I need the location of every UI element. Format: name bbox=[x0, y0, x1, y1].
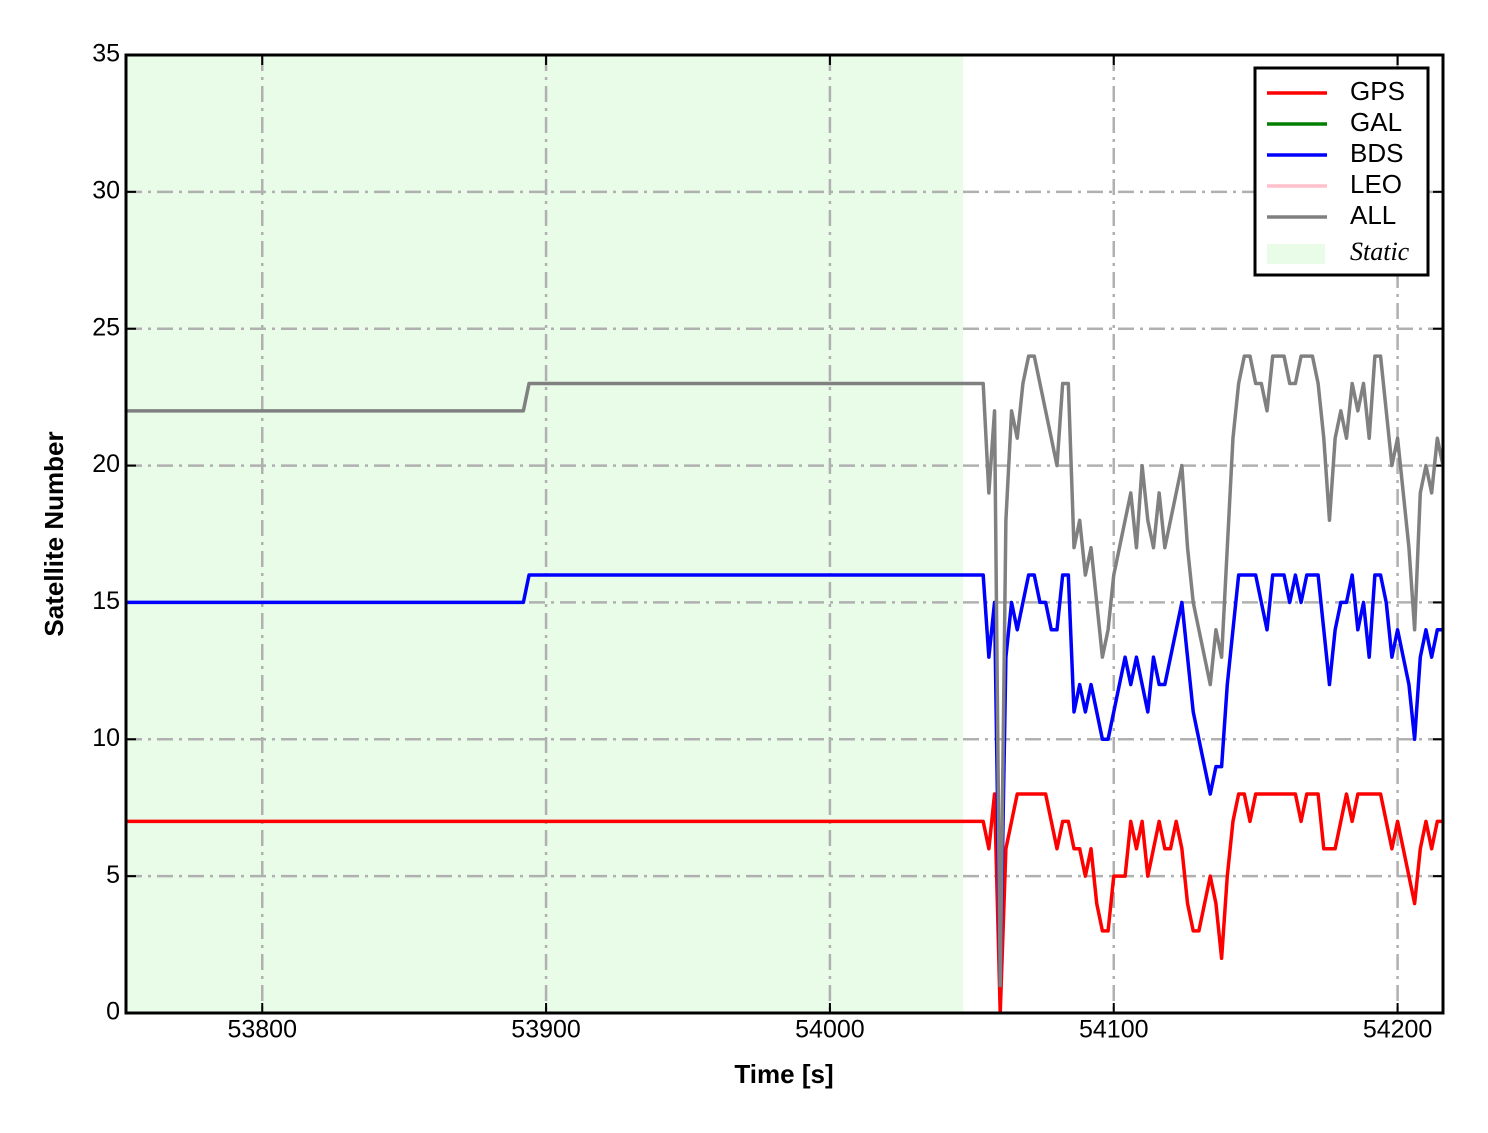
y-tick-label: 25 bbox=[92, 313, 120, 341]
x-axis-label: Time [s] bbox=[734, 1059, 833, 1089]
plot-frame bbox=[124, 53, 1445, 1015]
x-tick-label: 54100 bbox=[1079, 1016, 1149, 1044]
legend-label: BDS bbox=[1350, 138, 1403, 168]
x-tick-label: 53800 bbox=[227, 1016, 297, 1044]
legend-label: Static bbox=[1350, 237, 1410, 266]
series-line bbox=[126, 792, 1443, 1013]
x-tick-label: 53900 bbox=[511, 1016, 581, 1044]
y-tick-label: 5 bbox=[106, 861, 120, 889]
legend-label: GAL bbox=[1350, 107, 1402, 137]
y-tick-label: 35 bbox=[92, 40, 120, 68]
legend-label: LEO bbox=[1350, 169, 1402, 199]
y-tick-label: 15 bbox=[92, 587, 120, 615]
y-tick-label: 20 bbox=[92, 450, 120, 478]
y-tick-label: 10 bbox=[92, 724, 120, 752]
series-line bbox=[126, 573, 1443, 988]
legend-swatch bbox=[1267, 244, 1325, 264]
static-region bbox=[126, 55, 964, 1013]
legend-label: GPS bbox=[1350, 76, 1405, 106]
y-tick-label: 0 bbox=[106, 998, 120, 1026]
x-tick-label: 54000 bbox=[795, 1016, 865, 1044]
legend-box bbox=[1253, 66, 1430, 277]
series-line bbox=[126, 354, 1443, 988]
y-tick-label: 30 bbox=[92, 176, 120, 204]
y-axis-label: Satellite Number bbox=[39, 431, 69, 636]
legend-label: ALL bbox=[1350, 200, 1396, 230]
x-tick-label: 54200 bbox=[1363, 1016, 1433, 1044]
